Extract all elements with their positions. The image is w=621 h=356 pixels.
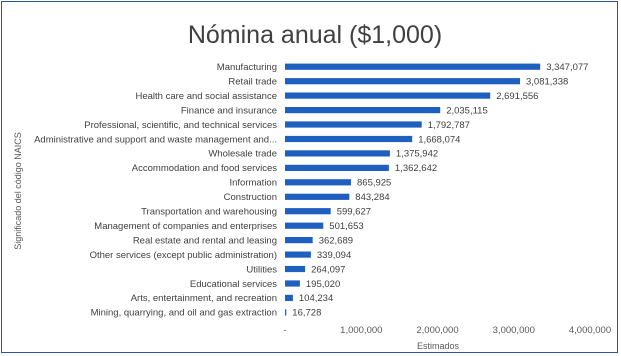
category-label: Accommodation and food services <box>132 163 277 174</box>
bar <box>285 237 313 244</box>
category-label: Wholesale trade <box>208 149 277 160</box>
data-label: 1,792,787 <box>428 120 470 131</box>
category-label: Utilities <box>246 264 277 275</box>
data-label: 339,094 <box>317 250 351 261</box>
data-label: 1,362,642 <box>395 163 437 174</box>
category-label: Professional, scientific, and technical … <box>84 120 277 131</box>
bar <box>285 164 389 171</box>
data-label: 104,234 <box>299 293 333 304</box>
y-axis-title: Significado del código NAICS <box>13 132 23 250</box>
category-label: Retail trade <box>228 77 277 88</box>
category-label: Health care and social assistance <box>135 91 277 102</box>
data-label: 2,691,556 <box>496 91 538 102</box>
bar <box>285 92 491 99</box>
category-label: Manufacturing <box>217 62 277 73</box>
x-tick-label: 2,000,000 <box>416 325 458 336</box>
category-label: Information <box>229 178 277 189</box>
category-label: Administrative and support and waste man… <box>34 134 277 145</box>
bar <box>285 251 311 258</box>
bar <box>285 179 351 186</box>
data-label: 1,375,942 <box>396 149 438 160</box>
bar <box>285 135 413 143</box>
category-label: Other services (except public administra… <box>90 250 277 261</box>
category-label: Construction <box>224 192 277 203</box>
data-label: 16,728 <box>292 308 321 319</box>
category-label: Finance and insurance <box>181 105 277 116</box>
bar <box>285 121 422 128</box>
x-tick-label: 3,000,000 <box>493 325 535 336</box>
bars-group <box>285 63 541 316</box>
bar <box>285 294 293 301</box>
category-label: Transportation and warehousing <box>141 207 277 218</box>
data-label: 362,689 <box>319 235 353 246</box>
bar <box>285 265 306 273</box>
data-label: 843,284 <box>355 192 389 203</box>
category-label: Real estate and rental and leasing <box>133 235 277 246</box>
data-label: 264,097 <box>311 264 345 275</box>
bar <box>285 78 520 85</box>
x-axis-title: Estimados <box>417 341 460 351</box>
bar <box>285 193 350 200</box>
bar <box>285 107 441 114</box>
data-labels-group: 3,347,077 3,081,338 2,691,556 2,035,115 1,79… <box>292 62 588 319</box>
category-label: Management of companies and enterprises <box>94 221 277 232</box>
data-label: 1,668,074 <box>418 134 460 145</box>
x-tick-label: 4,000,000 <box>569 325 611 336</box>
data-label: 2,035,115 <box>446 105 488 116</box>
bar <box>285 280 300 287</box>
data-label: 195,020 <box>306 279 340 290</box>
x-tick-label: 1,000,000 <box>340 325 382 336</box>
data-label: 865,925 <box>357 178 391 189</box>
category-labels-group: Manufacturing Retail trade Health care and… <box>34 62 277 319</box>
bar <box>285 150 390 157</box>
bar <box>285 208 331 215</box>
data-label: 599,627 <box>337 207 371 218</box>
category-label: Arts, entertainment, and recreation <box>131 293 277 304</box>
data-label: 501,653 <box>329 221 363 232</box>
category-label: Mining, quarrying, and oil and gas extra… <box>91 308 277 319</box>
bar <box>285 309 287 316</box>
data-label: 3,081,338 <box>526 77 568 88</box>
x-tick-labels-group: - 1,000,000 2,000,000 3,000,000 4,000,000 <box>283 325 611 336</box>
x-tick-label: - <box>283 325 286 336</box>
chart-title: Nómina anual ($1,000) <box>188 21 442 49</box>
bar <box>285 63 541 70</box>
data-label: 3,347,077 <box>546 62 588 73</box>
category-label: Educational services <box>190 279 277 290</box>
bar <box>285 222 324 229</box>
